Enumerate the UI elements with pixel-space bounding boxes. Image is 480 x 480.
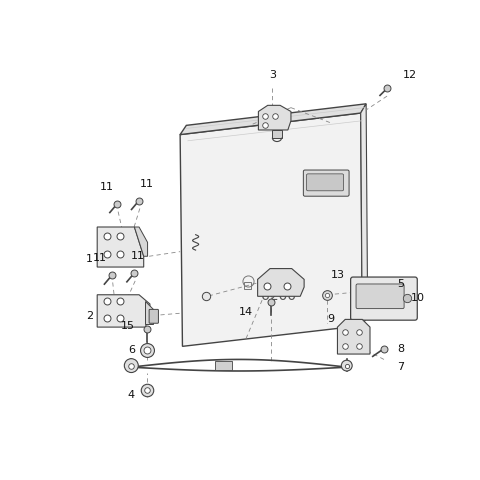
Polygon shape xyxy=(360,104,368,325)
Text: 8: 8 xyxy=(397,344,405,354)
Polygon shape xyxy=(134,227,147,256)
Text: 3: 3 xyxy=(269,70,276,80)
Bar xyxy=(244,282,252,288)
Circle shape xyxy=(341,360,352,371)
FancyBboxPatch shape xyxy=(303,170,349,196)
Polygon shape xyxy=(145,301,153,324)
Polygon shape xyxy=(272,130,282,138)
Text: 13: 13 xyxy=(330,270,345,280)
Polygon shape xyxy=(97,295,150,327)
Text: 4: 4 xyxy=(128,390,135,400)
Text: 7: 7 xyxy=(397,362,405,372)
FancyBboxPatch shape xyxy=(356,284,404,309)
Text: 11: 11 xyxy=(131,251,144,261)
Text: 11: 11 xyxy=(93,253,108,263)
Text: 6: 6 xyxy=(128,345,135,355)
Circle shape xyxy=(124,359,138,372)
Polygon shape xyxy=(180,113,362,347)
Text: 12: 12 xyxy=(403,70,418,80)
FancyBboxPatch shape xyxy=(149,310,158,323)
Text: 14: 14 xyxy=(239,307,253,317)
Text: 11: 11 xyxy=(99,182,113,192)
Text: 6200: 6200 xyxy=(261,289,296,303)
Polygon shape xyxy=(337,319,370,354)
Text: 11: 11 xyxy=(140,179,154,189)
Text: 15: 15 xyxy=(121,321,135,331)
Bar xyxy=(215,361,232,370)
Text: 1: 1 xyxy=(86,254,93,264)
Polygon shape xyxy=(180,104,366,134)
Polygon shape xyxy=(258,105,291,130)
Polygon shape xyxy=(97,227,144,267)
Polygon shape xyxy=(258,269,304,296)
FancyBboxPatch shape xyxy=(350,277,417,320)
FancyBboxPatch shape xyxy=(306,174,344,191)
Text: 9: 9 xyxy=(328,314,335,324)
Text: 5: 5 xyxy=(397,279,405,289)
Text: 10: 10 xyxy=(411,293,425,303)
Text: 2: 2 xyxy=(86,311,93,321)
